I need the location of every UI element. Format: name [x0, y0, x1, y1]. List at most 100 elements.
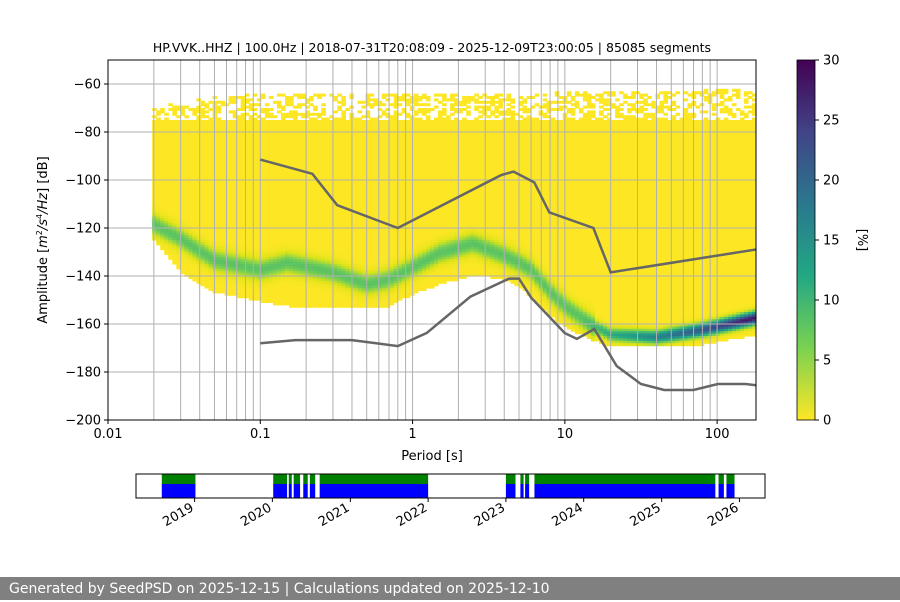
- heat-cell: [260, 268, 266, 272]
- heat-cell: [268, 278, 274, 282]
- heat-cell: [204, 175, 210, 179]
- heat-cell: [260, 208, 266, 212]
- heat-cell: [280, 182, 286, 186]
- heat-cell: [252, 225, 258, 229]
- heat-cell: [232, 165, 238, 169]
- heat-cell: [228, 182, 234, 186]
- heat-cell: [156, 230, 161, 234]
- heat-cell: [196, 172, 202, 176]
- heat-cell: [220, 242, 226, 246]
- heat-cell: [236, 160, 242, 164]
- heat-cell: [164, 163, 169, 167]
- heat-cell: [297, 112, 302, 116]
- heat-cell: [200, 175, 206, 179]
- heat-cell: [228, 199, 234, 203]
- heat-cell: [289, 204, 294, 207]
- heat-cell: [252, 117, 258, 121]
- heat-cell: [256, 156, 262, 159]
- heat-cell: [168, 228, 173, 231]
- heat-cell: [236, 180, 242, 183]
- heat-cell: [220, 165, 226, 169]
- heat-cell: [220, 151, 226, 155]
- heat-cell: [208, 124, 214, 128]
- heat-cell: [361, 100, 367, 104]
- heat-cell: [236, 261, 242, 265]
- heat-cell: [268, 136, 274, 140]
- heat-cell: [184, 206, 189, 210]
- heat-cell: [285, 230, 290, 234]
- heat-cell: [276, 192, 282, 195]
- heat-cell: [184, 213, 189, 217]
- heat-cell: [240, 283, 246, 287]
- heat-cell: [272, 240, 278, 243]
- heat-cell: [216, 144, 222, 147]
- heat-cell: [164, 211, 169, 215]
- heat-cell: [289, 297, 294, 301]
- heat-cell: [156, 153, 161, 157]
- heat-cell: [280, 300, 286, 303]
- heat-cell: [280, 295, 286, 299]
- heat-cell: [289, 98, 294, 102]
- heat-cell: [232, 264, 238, 267]
- heat-cell: [156, 240, 161, 243]
- heat-cell: [176, 146, 181, 150]
- heat-cell: [276, 156, 282, 159]
- heat-cell: [248, 276, 254, 279]
- heat-cell: [232, 266, 238, 270]
- heat-cell: [272, 208, 278, 212]
- heat-cell: [268, 223, 274, 227]
- heat-cell: [192, 120, 198, 123]
- heat-cell: [289, 189, 294, 193]
- heat-cell: [272, 168, 278, 171]
- psd-heatmap: [152, 88, 756, 347]
- heat-cell: [244, 266, 250, 270]
- heat-cell: [236, 213, 242, 217]
- heat-cell: [280, 252, 286, 255]
- heat-cell: [180, 230, 185, 234]
- heat-cell: [160, 194, 165, 198]
- heat-cell: [293, 184, 298, 188]
- heat-cell: [385, 115, 391, 119]
- heat-cell: [252, 199, 258, 203]
- heat-cell: [196, 180, 202, 183]
- heat-cell: [252, 172, 258, 176]
- heat-cell: [156, 177, 161, 181]
- heat-cell: [216, 117, 222, 121]
- heat-cell: [268, 132, 274, 135]
- heat-cell: [208, 165, 214, 169]
- heat-cell: [405, 93, 411, 97]
- heat-cell: [256, 244, 262, 248]
- heat-cell: [232, 261, 238, 265]
- heat-cell: [256, 235, 262, 239]
- heat-cell: [200, 153, 206, 157]
- heat-cell: [160, 160, 165, 164]
- heat-cell: [301, 115, 306, 119]
- heat-cell: [228, 160, 234, 164]
- heat-cell: [164, 223, 169, 227]
- heat-cell: [164, 168, 169, 171]
- heat-cell: [248, 285, 254, 289]
- heat-cell: [232, 273, 238, 277]
- heat-cell: [192, 264, 198, 267]
- heat-cell: [192, 192, 198, 195]
- heat-cell: [180, 213, 185, 217]
- heat-cell: [285, 259, 290, 263]
- heat-cell: [268, 199, 274, 203]
- heat-cell: [276, 254, 282, 258]
- heat-cell: [285, 96, 290, 99]
- heat-cell: [208, 172, 214, 176]
- heat-cell: [280, 122, 286, 126]
- heat-cell: [180, 165, 185, 169]
- heat-cell: [268, 208, 274, 212]
- heat-cell: [276, 100, 282, 104]
- heat-cell: [256, 240, 262, 243]
- heat-cell: [260, 146, 266, 150]
- heat-cell: [276, 110, 282, 114]
- heat-cell: [232, 151, 238, 155]
- heat-cell: [276, 228, 282, 231]
- heat-cell: [208, 134, 214, 138]
- heat-cell: [285, 112, 290, 116]
- heat-cell: [236, 136, 242, 140]
- heat-cell: [220, 170, 226, 174]
- heat-cell: [220, 256, 226, 260]
